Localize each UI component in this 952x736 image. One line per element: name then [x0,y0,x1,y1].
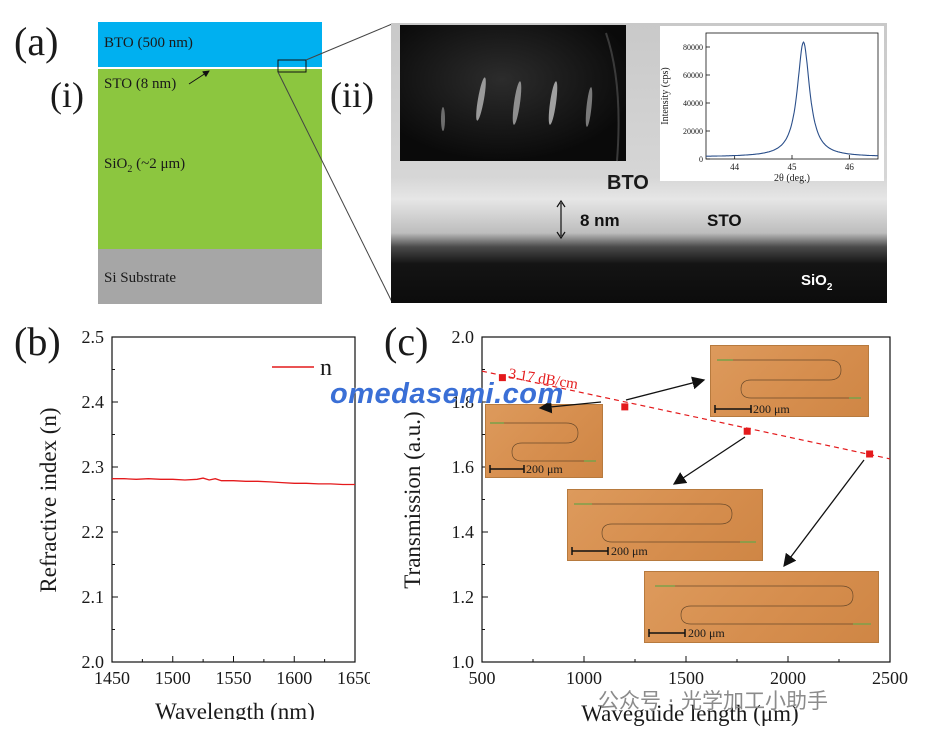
b-ytick-label: 2.2 [82,522,105,542]
c-ytick-label: 1.0 [452,652,475,672]
b-ylabel: Refractive index (n) [36,407,61,592]
xrd-ytick-label: 60000 [683,71,703,80]
transmission-chart: 500 1000 1500 2000 2500 1.0 1.2 1.4 1.6 1.8 2.0 Wa… [400,327,908,726]
transmission-data-point [743,427,751,435]
b-ytick-label: 2.0 [82,652,105,672]
tem-sto-label: STO [707,211,742,230]
micrograph-4: 200 μm [644,571,879,643]
xrd-xtick-label: 45 [788,162,798,172]
tem-cross-section-image: 44 45 46 0 20000 40000 60000 80000 2θ (deg.) Inte… [391,23,887,303]
xrd-ytick-label: 20000 [683,127,703,136]
panel-b-label: (b) [14,319,61,364]
transmission-data-point [866,450,874,458]
b-xtick-label: 1550 [216,668,252,688]
xrd-xtick-label: 46 [845,162,855,172]
b-xtick-label: 1650 [337,668,370,688]
xrd-ytick-label: 40000 [683,99,703,108]
xrd-ytick-label: 80000 [683,43,703,52]
rheed-inset [400,25,626,162]
c-ytick-label: 1.4 [452,522,475,542]
layer-bto-label: BTO (500 nm) [104,35,193,51]
layer-si-substrate [98,249,322,304]
panel-a-label: (a) [14,19,59,64]
micrograph-3-scale: 200 μm [611,544,648,558]
micrograph-1-scale: 200 μm [526,462,563,476]
c-ytick-label: 1.6 [452,457,475,477]
watermark-text: omedasemi.com [330,378,564,410]
c-xtick-label: 2000 [770,668,806,688]
panel-a-sub-i-label: (i) [50,75,84,115]
tem-svg: 44 45 46 0 20000 40000 60000 80000 2θ (deg.) Inte… [391,23,887,303]
tem-bto-label: BTO [607,172,649,194]
b-ytick-label: 2.1 [82,587,105,607]
xrd-ylabel: Intensity (cps) [660,67,671,125]
tem-sio2-label: SiO2 [801,272,833,293]
refractive-index-series-line [112,477,355,486]
micrograph-2: 200 μm [710,345,869,417]
xrd-inset: 44 45 46 0 20000 40000 60000 80000 2θ (deg.) Inte… [660,26,884,184]
b-ytick-label: 2.4 [82,392,105,412]
b-xtick-label: 1600 [276,668,312,688]
zoom-box [277,59,307,73]
b-ytick-label: 2.5 [82,327,105,347]
fit-line [481,370,891,460]
b-xtick-label: 1450 [94,668,130,688]
layer-si-substrate-label: Si Substrate [104,270,177,286]
legend-label-n: n [320,355,332,381]
layer-sio2-label: SiO2 (~2 μm) [104,156,186,175]
c-xtick-label: 2500 [872,668,908,688]
b-xtick-label: 1500 [155,668,191,688]
micrograph-2-scale: 200 μm [753,402,790,416]
layer-sto [98,67,322,69]
b-plot-frame [111,336,356,663]
micrograph-3: 200 μm [567,489,763,561]
refractive-index-chart: 1450 1500 1550 1600 1650 2.0 2.1 2.2 2.3 2.4 2.5 n… [36,327,370,720]
xrd-xlabel: 2θ (deg.) [774,173,810,184]
sto-pointer-arrow [188,70,210,85]
b-xlabel: Wavelength (nm) [155,699,315,720]
panel-a-sub-ii-label: (ii) [330,75,374,115]
tem-thickness-label: 8 nm [580,211,620,230]
c-xlabel: Waveguide length (μm) [581,701,798,726]
transmission-data-point [621,403,629,411]
micrograph-1: 200 μm [485,404,603,478]
zoom-connectors [188,23,393,303]
xrd-ytick-label: 0 [699,155,703,164]
layer-sto-label: STO (8 nm) [104,76,177,92]
layer-sio2 [98,69,322,249]
micrograph-4-scale: 200 μm [688,626,725,640]
c-ytick-label: 1.2 [452,587,475,607]
c-ytick-label: 1.8 [452,392,475,412]
c-ytick-label: 2.0 [452,327,475,347]
c-xtick-label: 1000 [566,668,602,688]
c-ylabel: Transmission (a.u.) [400,411,425,588]
xrd-xtick-label: 44 [730,162,740,172]
panel-c-label: (c) [384,319,429,364]
b-ytick-label: 2.3 [82,457,105,477]
wechat-account-label: 公众号 · 光学加工小助手 [598,689,829,713]
c-xtick-label: 1500 [668,668,704,688]
transmission-data-point [498,374,506,382]
c-xtick-label: 500 [469,668,496,688]
